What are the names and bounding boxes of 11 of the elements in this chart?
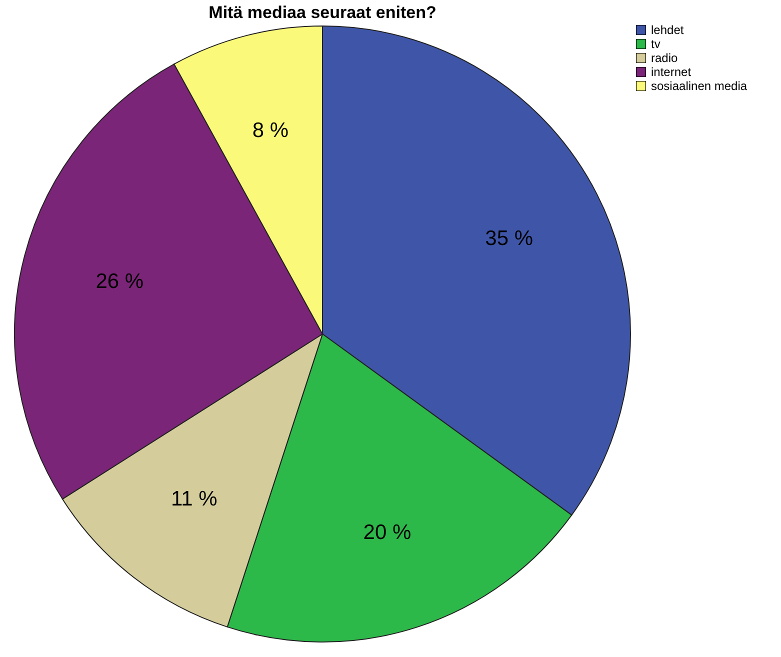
data-label: 8 %: [252, 119, 289, 142]
legend-label: internet: [651, 65, 692, 79]
legend-label: tv: [651, 37, 660, 51]
data-label: 35 %: [485, 226, 534, 250]
legend-label: lehdet: [651, 23, 684, 37]
legend-label: radio: [651, 51, 678, 65]
data-label: 11 %: [170, 487, 218, 510]
data-label: 20 %: [363, 521, 412, 544]
chart-title: Mitä mediaa seuraat eniten?: [208, 3, 436, 22]
data-label: 26 %: [96, 270, 144, 293]
legend-label: sosiaalinen media: [651, 79, 748, 93]
